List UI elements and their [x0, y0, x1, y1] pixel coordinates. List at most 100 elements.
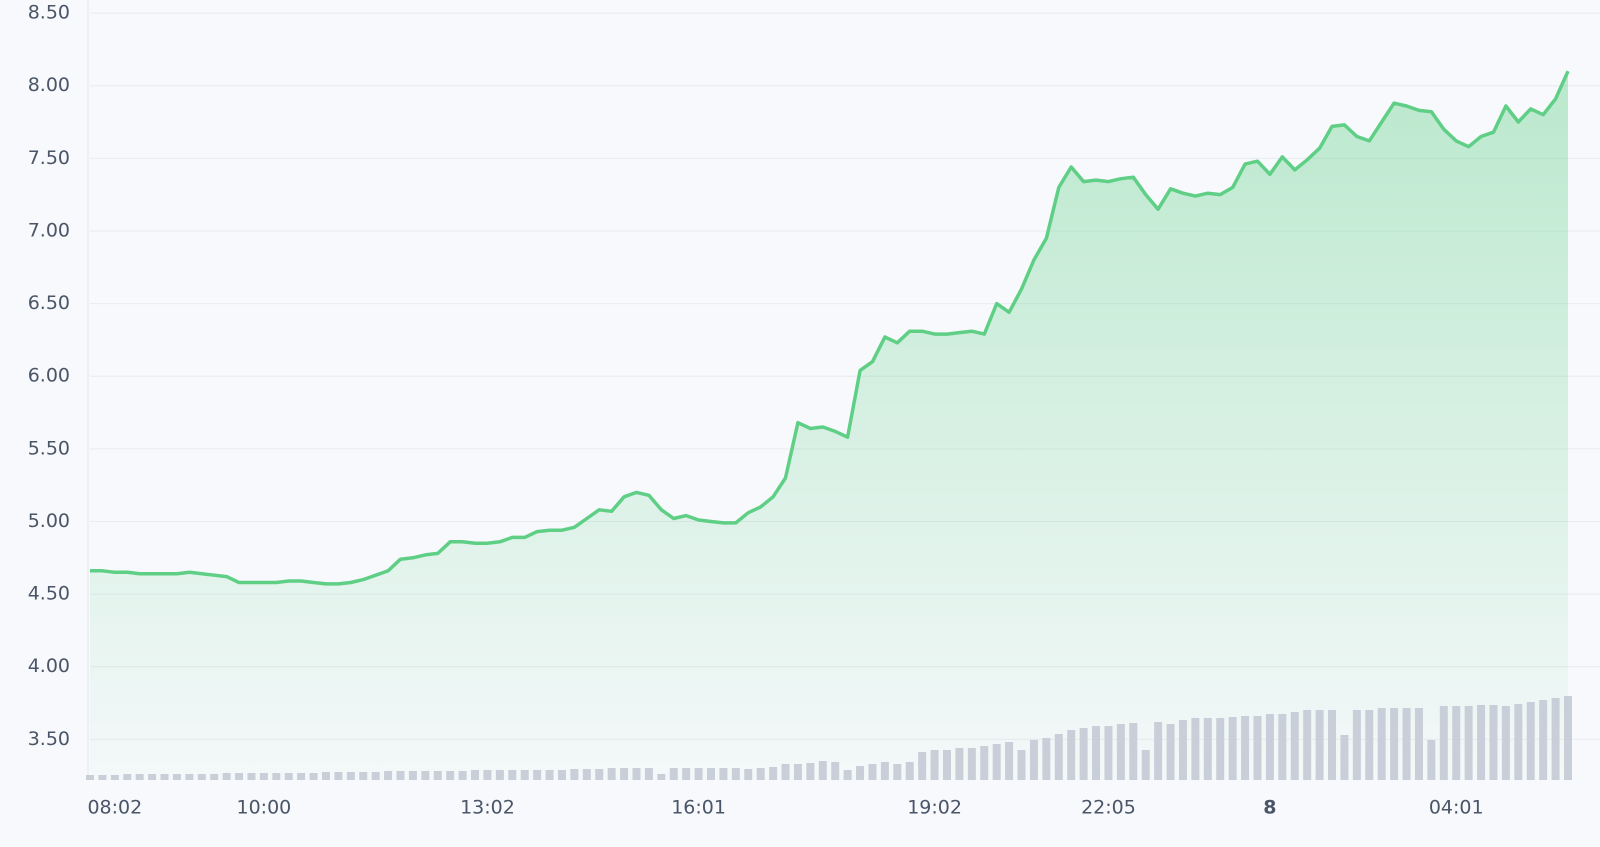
- volume-bar: [582, 769, 591, 780]
- volume-bar: [1551, 698, 1560, 780]
- volume-bar: [1290, 712, 1299, 780]
- volume-bar: [707, 768, 716, 780]
- volume-bar: [1067, 730, 1076, 780]
- volume-bar: [744, 769, 753, 780]
- volume-bar: [831, 762, 840, 780]
- y-tick-label: 8.00: [28, 74, 70, 96]
- price-line: [90, 70, 1570, 586]
- volume-bar: [98, 775, 107, 780]
- volume-bar: [135, 774, 144, 780]
- volume-bar: [930, 750, 939, 780]
- volume-bar: [1265, 714, 1274, 780]
- volume-bar: [433, 771, 442, 780]
- volume-bar: [247, 773, 256, 780]
- volume-bar: [1178, 720, 1187, 780]
- volume-bar: [172, 774, 181, 780]
- y-tick-label: 4.00: [28, 655, 70, 677]
- volume-bar: [843, 770, 852, 780]
- volume-bar: [632, 768, 641, 780]
- volume-bar: [1042, 738, 1051, 780]
- x-tick-label: 13:02: [460, 797, 515, 819]
- volume-bar: [955, 748, 964, 780]
- volume-bar: [272, 773, 281, 780]
- volume-bar: [1427, 740, 1436, 780]
- volume-bar: [781, 764, 790, 780]
- area-fill: [90, 71, 1568, 780]
- volume-bar: [210, 774, 219, 780]
- volume-bar: [1439, 706, 1448, 780]
- volume-bar: [644, 768, 653, 780]
- volume-bar: [1464, 706, 1473, 780]
- volume-bar: [620, 768, 629, 780]
- volume-bar: [346, 772, 355, 780]
- volume-bar: [1154, 722, 1163, 780]
- volume-bar: [1216, 718, 1225, 780]
- volume-bar: [384, 771, 393, 780]
- volume-bar: [980, 746, 989, 780]
- volume-bar: [806, 763, 815, 780]
- volume-bar: [1104, 726, 1113, 780]
- volume-bar: [1303, 710, 1312, 780]
- volume-bar: [508, 770, 517, 780]
- volume-bar: [259, 773, 268, 780]
- volume-bar: [893, 764, 902, 780]
- volume-bar: [185, 774, 194, 780]
- volume-bar: [719, 768, 728, 780]
- volume-bar: [110, 775, 119, 780]
- volume-bar: [818, 761, 827, 780]
- volume-bar: [1340, 735, 1349, 780]
- volume-bar: [1166, 724, 1175, 780]
- volume-bar: [942, 750, 951, 780]
- volume-bar: [905, 762, 914, 780]
- volume-bar: [1477, 705, 1486, 780]
- volume-bar: [992, 744, 1001, 780]
- volume-bar: [1526, 702, 1535, 780]
- volume-bar: [359, 772, 368, 780]
- volume-bar: [1501, 706, 1510, 780]
- volume-bar: [1228, 717, 1237, 780]
- volume-bar: [1365, 710, 1374, 780]
- volume-bar: [495, 770, 504, 780]
- x-tick-label: 04:01: [1429, 797, 1484, 819]
- y-tick-label: 3.50: [28, 728, 70, 750]
- volume-bar: [1141, 750, 1150, 780]
- volume-bar: [868, 764, 877, 780]
- y-tick-label: 6.00: [28, 365, 70, 387]
- volume-bar: [657, 774, 666, 780]
- volume-bar: [533, 770, 542, 780]
- volume-bar: [967, 748, 976, 780]
- volume-bar: [1539, 700, 1548, 780]
- volume-bar: [334, 772, 343, 780]
- volume-bar: [520, 770, 529, 780]
- y-tick-label: 5.50: [28, 437, 70, 459]
- volume-bar: [1241, 716, 1250, 780]
- volume-bar: [1514, 704, 1523, 780]
- volume-bar: [1402, 708, 1411, 780]
- volume-bar: [471, 770, 480, 780]
- volume-bar: [545, 770, 554, 780]
- volume-bar: [408, 771, 417, 780]
- volume-bar: [1253, 716, 1262, 780]
- volume-bar: [880, 762, 889, 780]
- volume-bar: [297, 773, 306, 780]
- volume-bar: [1054, 734, 1063, 780]
- y-tick-label: 6.50: [28, 292, 70, 314]
- volume-bar: [446, 771, 455, 780]
- volume-bar: [731, 768, 740, 780]
- volume-bar: [669, 768, 678, 780]
- volume-bar: [483, 770, 492, 780]
- volume-bar: [421, 771, 430, 780]
- volume-bar: [86, 775, 94, 780]
- volume-bar: [1377, 708, 1386, 780]
- volume-bar: [222, 773, 231, 780]
- volume-bar: [1005, 742, 1014, 780]
- volume-bar: [458, 771, 467, 780]
- volume-bar: [1116, 724, 1125, 780]
- volume-bar: [396, 771, 405, 780]
- volume-bar: [1203, 718, 1212, 780]
- x-tick-label: 08:02: [87, 797, 142, 819]
- volume-bar: [148, 774, 157, 780]
- volume-bar: [371, 772, 380, 780]
- volume-bar: [570, 769, 579, 780]
